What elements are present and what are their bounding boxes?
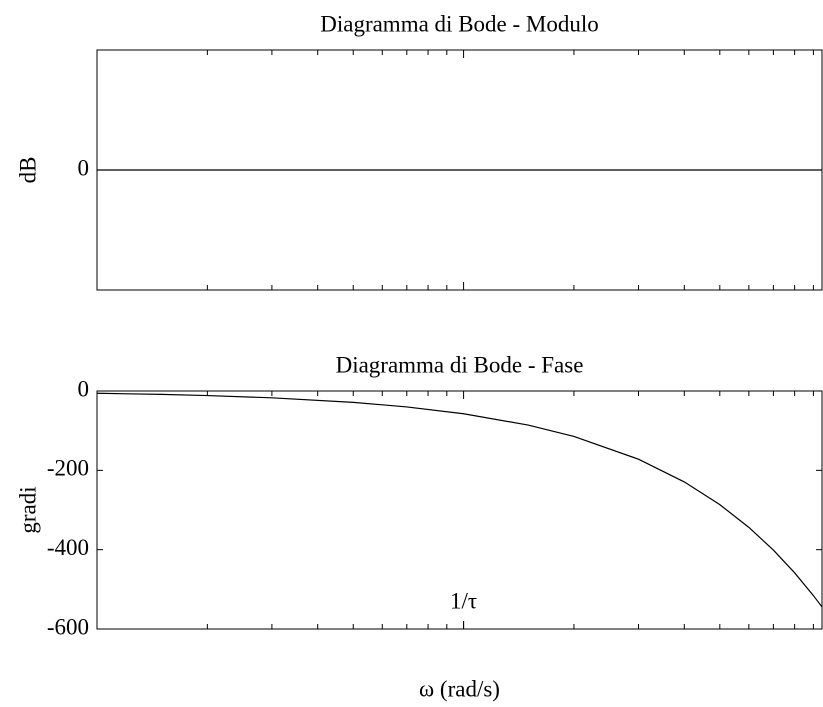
x-tick-label: 1/τ <box>450 588 477 613</box>
chart-title: Diagramma di Bode - Fase <box>336 352 584 377</box>
plot-frame <box>96 390 823 630</box>
chart-title: Diagramma di Bode - Modulo <box>320 11 599 36</box>
y-axis-label: gradi <box>15 486 40 533</box>
y-tick-label: -200 <box>47 456 89 481</box>
y-tick-label: 0 <box>78 376 90 401</box>
y-tick-label: -400 <box>47 535 89 560</box>
y-tick-label: 0 <box>78 155 90 180</box>
y-tick-label: -600 <box>47 614 89 639</box>
line <box>96 392 823 608</box>
y-axis-label: dB <box>15 157 40 184</box>
x-axis-label: ω (rad/s) <box>419 676 500 701</box>
